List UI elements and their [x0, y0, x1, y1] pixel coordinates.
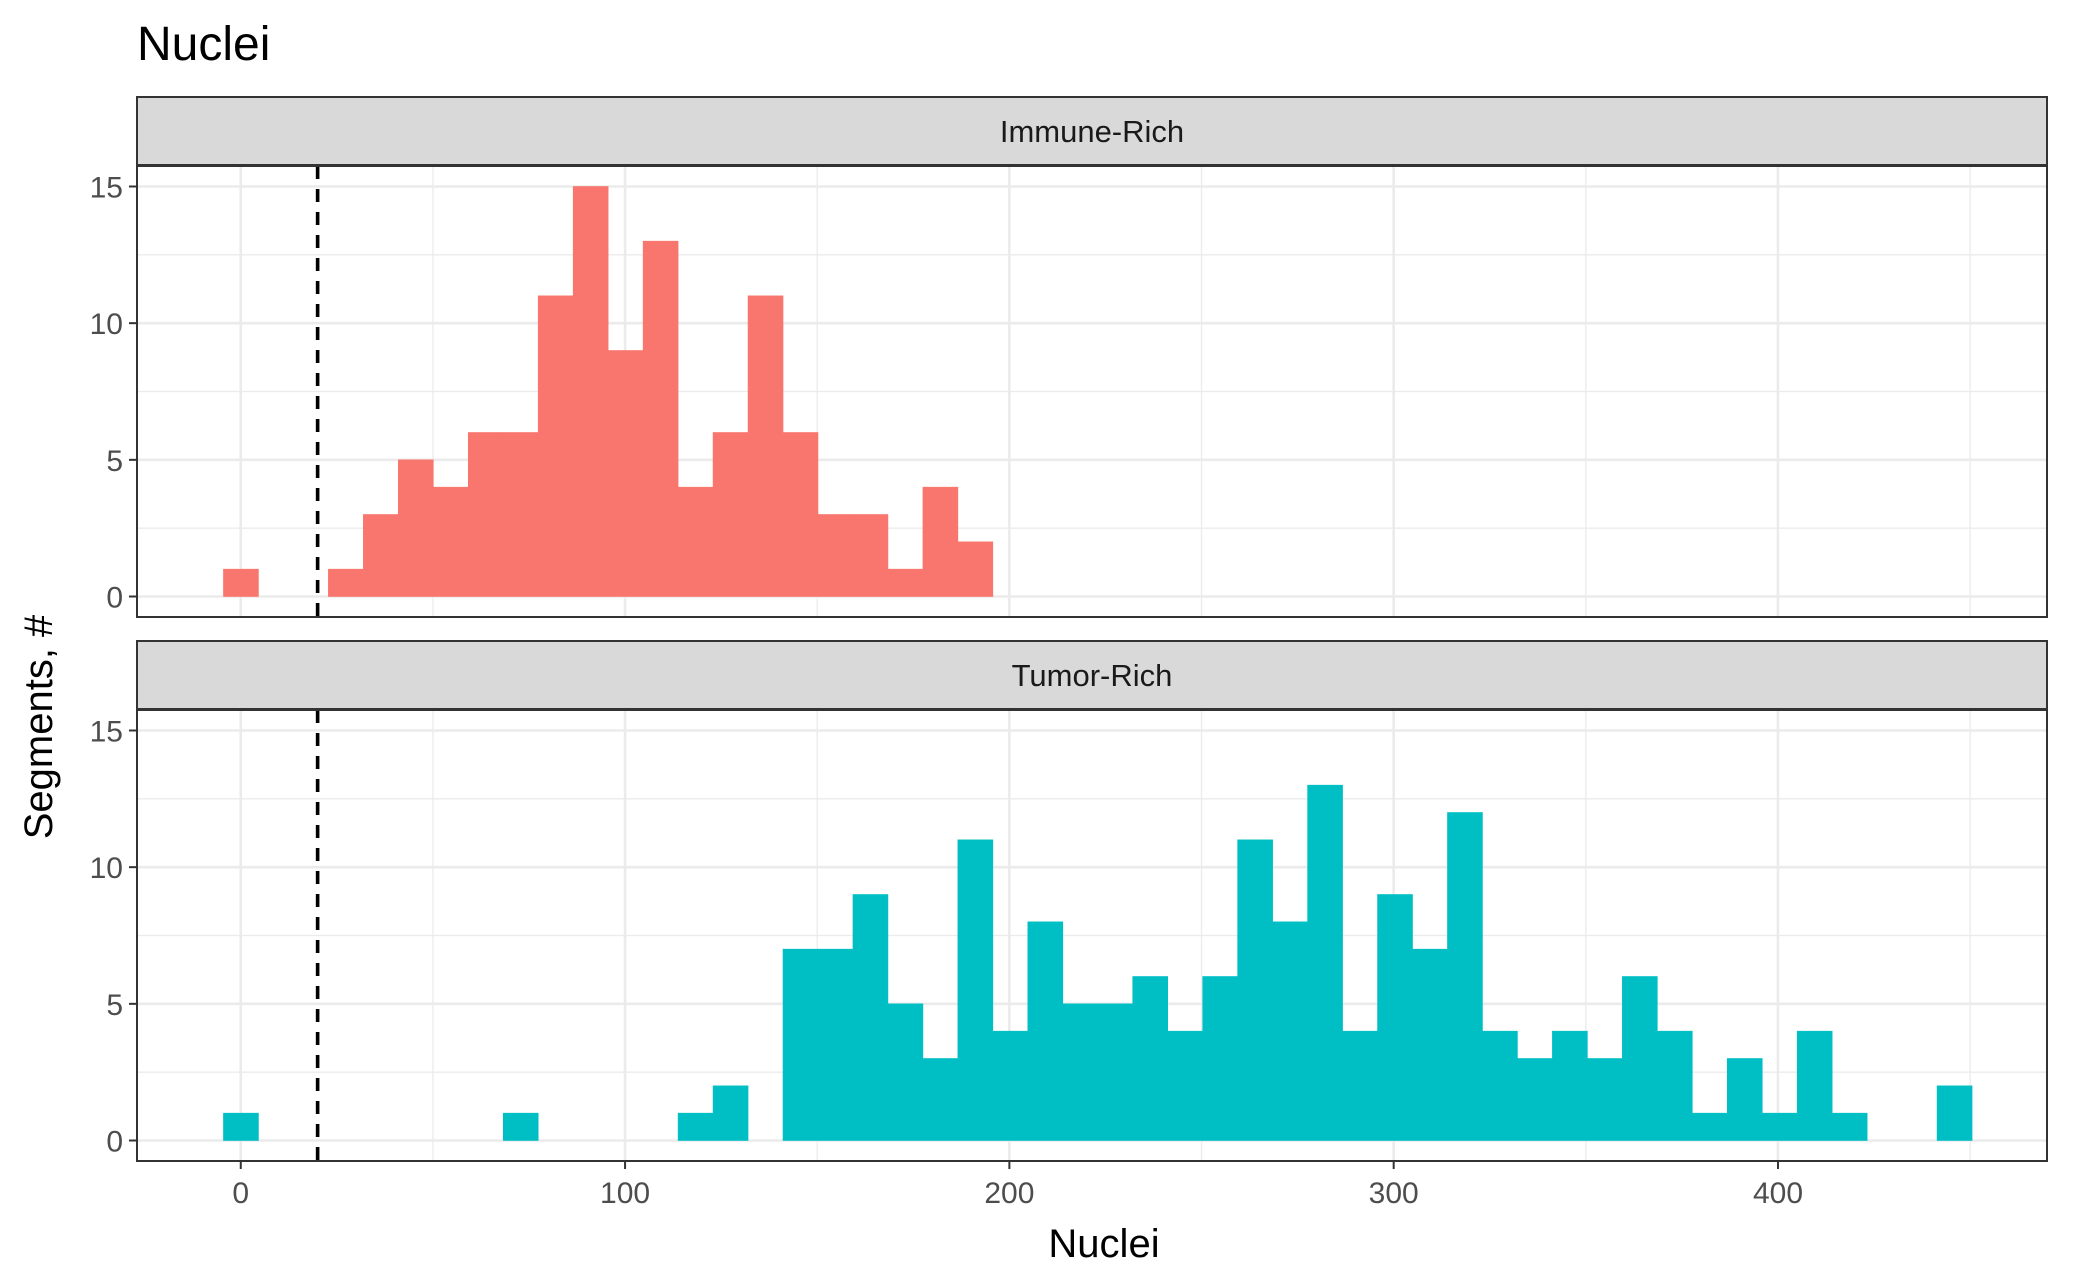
histogram-bar [922, 486, 959, 597]
histogram-bar [1482, 1030, 1518, 1141]
histogram-bar [782, 948, 819, 1141]
histogram-bar [922, 1058, 959, 1141]
histogram-bar [1691, 1112, 1728, 1141]
histogram-bar [1552, 1030, 1588, 1141]
y-tick-label: 0 [106, 1126, 123, 1159]
histogram-bar [642, 240, 679, 597]
x-tick-label: 400 [1753, 1177, 1803, 1210]
y-tick-label: 5 [106, 989, 123, 1022]
histogram-bar [502, 432, 539, 597]
histogram-bar [328, 568, 364, 597]
histogram-bar [782, 432, 819, 597]
y-tick-label: 15 [90, 172, 123, 205]
histogram-bar [1447, 812, 1483, 1141]
histogram-bar [398, 459, 434, 597]
histogram-bar [852, 514, 889, 597]
histogram-bar [607, 350, 644, 597]
y-tick-label: 5 [106, 445, 123, 478]
facet-strip [136, 640, 2048, 710]
histogram-bar [712, 1085, 749, 1141]
histogram-bar [887, 1003, 924, 1141]
histogram-bar [572, 186, 609, 597]
histogram-bar [1027, 921, 1064, 1141]
histogram-bar [467, 432, 504, 597]
histogram-bar [1796, 1030, 1833, 1141]
histogram-bar [1202, 976, 1238, 1141]
facet-panels: Immune-Rich 0 5 10 15 Tumor-Rich 0 5 10 15 0 100 200… [90, 96, 2048, 1210]
panel-border [136, 165, 2048, 618]
histogram-bar [712, 432, 749, 597]
histogram-bar [1062, 1003, 1099, 1141]
histogram-bar [957, 541, 994, 597]
histogram-bar [1307, 784, 1343, 1141]
y-tick-label: 10 [90, 308, 123, 341]
y-tick-label: 10 [90, 852, 123, 885]
histogram-bar [1167, 1030, 1203, 1141]
histogram-bar [1831, 1112, 1868, 1141]
x-tick-label: 200 [984, 1177, 1034, 1210]
x-axis-title: Nuclei [1048, 1222, 1159, 1266]
histogram-bar [852, 894, 889, 1141]
histogram-bar [992, 1030, 1029, 1141]
chart-title: Nuclei [137, 18, 270, 71]
histogram-bar [1237, 839, 1273, 1141]
y-tick-label: 0 [106, 582, 123, 615]
histogram-bar [957, 839, 994, 1141]
histogram-bar [677, 486, 714, 597]
histogram-bar [817, 514, 854, 597]
histogram-bar [223, 568, 259, 597]
y-axis-title: Segments, # [17, 614, 61, 839]
histogram-bar [1517, 1058, 1553, 1141]
facet-strip-label: Immune-Rich [1000, 114, 1184, 149]
histogram-bar [1936, 1085, 1973, 1141]
histogram-bar [1342, 1030, 1378, 1141]
histogram-bar [223, 1112, 259, 1141]
x-tick-label: 100 [600, 1177, 650, 1210]
histogram-bar [1587, 1058, 1623, 1141]
panel-border [136, 709, 2048, 1162]
histogram-bar [1272, 921, 1308, 1141]
histogram-bar [1726, 1058, 1763, 1141]
x-tick-label: 300 [1369, 1177, 1419, 1210]
facet-panel-immune-rich: Immune-Rich 0 5 10 15 [90, 96, 2048, 618]
histogram-bar [1097, 1003, 1134, 1141]
facet-strip-label: Tumor-Rich [1012, 658, 1173, 693]
histogram-bar [1132, 976, 1169, 1141]
histogram-bar [1622, 976, 1658, 1141]
histogram-bar [363, 514, 399, 597]
histogram-bar [677, 1112, 714, 1141]
histogram-bar [1761, 1112, 1798, 1141]
histogram-bar [432, 486, 469, 597]
x-tick-label: 0 [232, 1177, 249, 1210]
histogram-bar [537, 295, 574, 597]
histogram-bar [747, 295, 784, 597]
histogram-bar [1412, 948, 1448, 1141]
facet-strip [136, 96, 2048, 166]
histogram-bar [1377, 894, 1413, 1141]
histogram-bar [887, 568, 924, 597]
y-tick-label: 15 [90, 716, 123, 749]
histogram-bar [817, 948, 854, 1141]
histogram-bar [1657, 1030, 1693, 1141]
facet-panel-tumor-rich: Tumor-Rich 0 5 10 15 0 100 200 300 400 [90, 640, 2048, 1210]
histogram-bar [502, 1112, 539, 1141]
